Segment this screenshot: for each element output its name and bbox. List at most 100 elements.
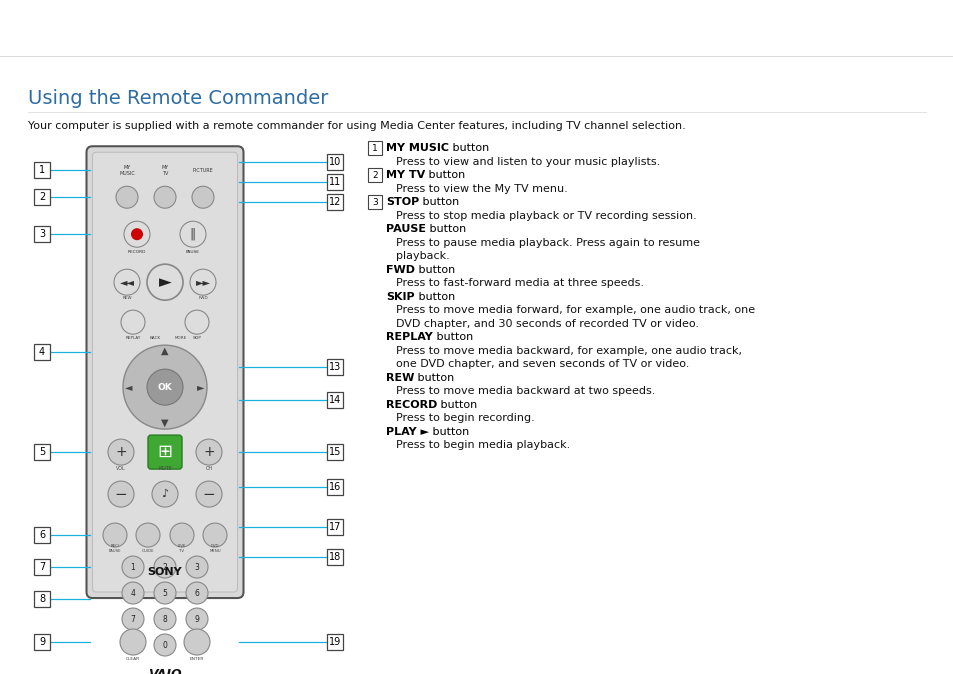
Circle shape — [153, 556, 175, 578]
Circle shape — [147, 264, 183, 300]
Circle shape — [131, 228, 143, 240]
FancyBboxPatch shape — [368, 168, 381, 182]
Text: button: button — [425, 171, 465, 180]
FancyBboxPatch shape — [368, 142, 381, 155]
Text: REW: REW — [122, 296, 132, 300]
Circle shape — [153, 582, 175, 604]
FancyBboxPatch shape — [34, 189, 50, 205]
Text: ♪: ♪ — [161, 489, 169, 499]
Text: button: button — [436, 400, 477, 410]
Circle shape — [195, 481, 222, 507]
Text: 3: 3 — [39, 229, 45, 239]
Circle shape — [136, 523, 160, 547]
Text: MY TV: MY TV — [386, 171, 425, 180]
Circle shape — [192, 186, 213, 208]
Text: one DVD chapter, and seven seconds of TV or video.: one DVD chapter, and seven seconds of TV… — [395, 359, 689, 369]
Text: ◄: ◄ — [820, 14, 827, 24]
Text: Press to begin media playback.: Press to begin media playback. — [395, 440, 570, 450]
Circle shape — [123, 345, 207, 429]
Circle shape — [185, 310, 209, 334]
Circle shape — [124, 221, 150, 247]
Text: Press to view and listen to your music playlists.: Press to view and listen to your music p… — [395, 157, 659, 166]
FancyBboxPatch shape — [34, 634, 50, 650]
Circle shape — [120, 629, 146, 655]
FancyBboxPatch shape — [327, 359, 343, 375]
Circle shape — [153, 608, 175, 630]
Text: PAUSE: PAUSE — [186, 250, 200, 254]
Text: button: button — [415, 265, 455, 275]
Text: LIVE
TV: LIVE TV — [177, 545, 186, 553]
Circle shape — [122, 608, 144, 630]
Text: ⊞: ⊞ — [157, 443, 172, 461]
Circle shape — [147, 369, 183, 405]
Text: 4: 4 — [39, 347, 45, 357]
Text: ►►: ►► — [195, 277, 211, 287]
Text: VAIO: VAIO — [148, 667, 182, 674]
FancyBboxPatch shape — [34, 591, 50, 607]
FancyBboxPatch shape — [148, 435, 182, 469]
Text: PAUSE: PAUSE — [386, 224, 426, 234]
Text: 16: 16 — [329, 482, 341, 492]
Text: DVD
MENU: DVD MENU — [209, 545, 220, 553]
Text: SKIP: SKIP — [386, 292, 415, 302]
Text: REPLAY: REPLAY — [386, 332, 433, 342]
Text: 7: 7 — [131, 615, 135, 623]
Text: MY MUSIC: MY MUSIC — [386, 144, 449, 153]
Text: MUTE: MUTE — [158, 466, 172, 471]
Text: RECORD: RECORD — [128, 250, 146, 254]
Text: button: button — [415, 292, 455, 302]
Circle shape — [170, 523, 193, 547]
Text: RECORD: RECORD — [386, 400, 436, 410]
Text: Press to view the My TV menu.: Press to view the My TV menu. — [395, 184, 567, 193]
Circle shape — [186, 556, 208, 578]
FancyBboxPatch shape — [92, 152, 237, 592]
Text: 14: 14 — [329, 395, 341, 405]
Text: ►: ► — [158, 273, 172, 291]
Text: 9: 9 — [194, 615, 199, 623]
Text: 19: 19 — [329, 637, 341, 647]
Text: −: − — [202, 487, 215, 501]
Circle shape — [122, 582, 144, 604]
Text: Press to move media forward, for example, one audio track, one: Press to move media forward, for example… — [395, 305, 755, 315]
Circle shape — [113, 269, 140, 295]
FancyBboxPatch shape — [327, 479, 343, 495]
Text: button: button — [449, 144, 489, 153]
Text: 10: 10 — [329, 157, 341, 167]
Text: MY
TV: MY TV — [161, 165, 169, 176]
Circle shape — [108, 481, 133, 507]
Text: FWD: FWD — [198, 296, 208, 300]
Text: 5: 5 — [39, 447, 45, 457]
FancyBboxPatch shape — [327, 194, 343, 210]
Text: PICTURE: PICTURE — [193, 168, 213, 173]
Text: 6: 6 — [39, 530, 45, 540]
Text: Using the Remote Commander: Using the Remote Commander — [28, 89, 328, 109]
Text: CH: CH — [205, 466, 213, 471]
FancyBboxPatch shape — [327, 392, 343, 408]
FancyBboxPatch shape — [327, 154, 343, 171]
Text: 3: 3 — [194, 563, 199, 572]
Text: 15: 15 — [329, 447, 341, 457]
Circle shape — [152, 481, 178, 507]
FancyBboxPatch shape — [87, 146, 243, 598]
Text: ▼: ▼ — [161, 418, 169, 428]
Circle shape — [195, 439, 222, 465]
FancyBboxPatch shape — [34, 226, 50, 242]
Circle shape — [184, 629, 210, 655]
Text: 2: 2 — [372, 171, 377, 180]
Text: 2: 2 — [162, 563, 167, 572]
Text: ◄◄: ◄◄ — [119, 277, 134, 287]
Text: CLEAR: CLEAR — [126, 657, 140, 661]
FancyBboxPatch shape — [327, 634, 343, 650]
Text: 11: 11 — [329, 177, 341, 187]
Text: 1: 1 — [372, 144, 377, 153]
FancyBboxPatch shape — [327, 444, 343, 460]
Text: 3: 3 — [372, 197, 377, 207]
FancyBboxPatch shape — [34, 344, 50, 360]
Circle shape — [103, 523, 127, 547]
FancyBboxPatch shape — [368, 195, 381, 209]
Text: 4: 4 — [131, 588, 135, 598]
Text: +: + — [115, 445, 127, 459]
Text: Press to move media backward at two speeds.: Press to move media backward at two spee… — [395, 386, 655, 396]
Text: ▲: ▲ — [161, 346, 169, 356]
Text: Press to pause media playback. Press again to resume: Press to pause media playback. Press aga… — [395, 238, 700, 248]
